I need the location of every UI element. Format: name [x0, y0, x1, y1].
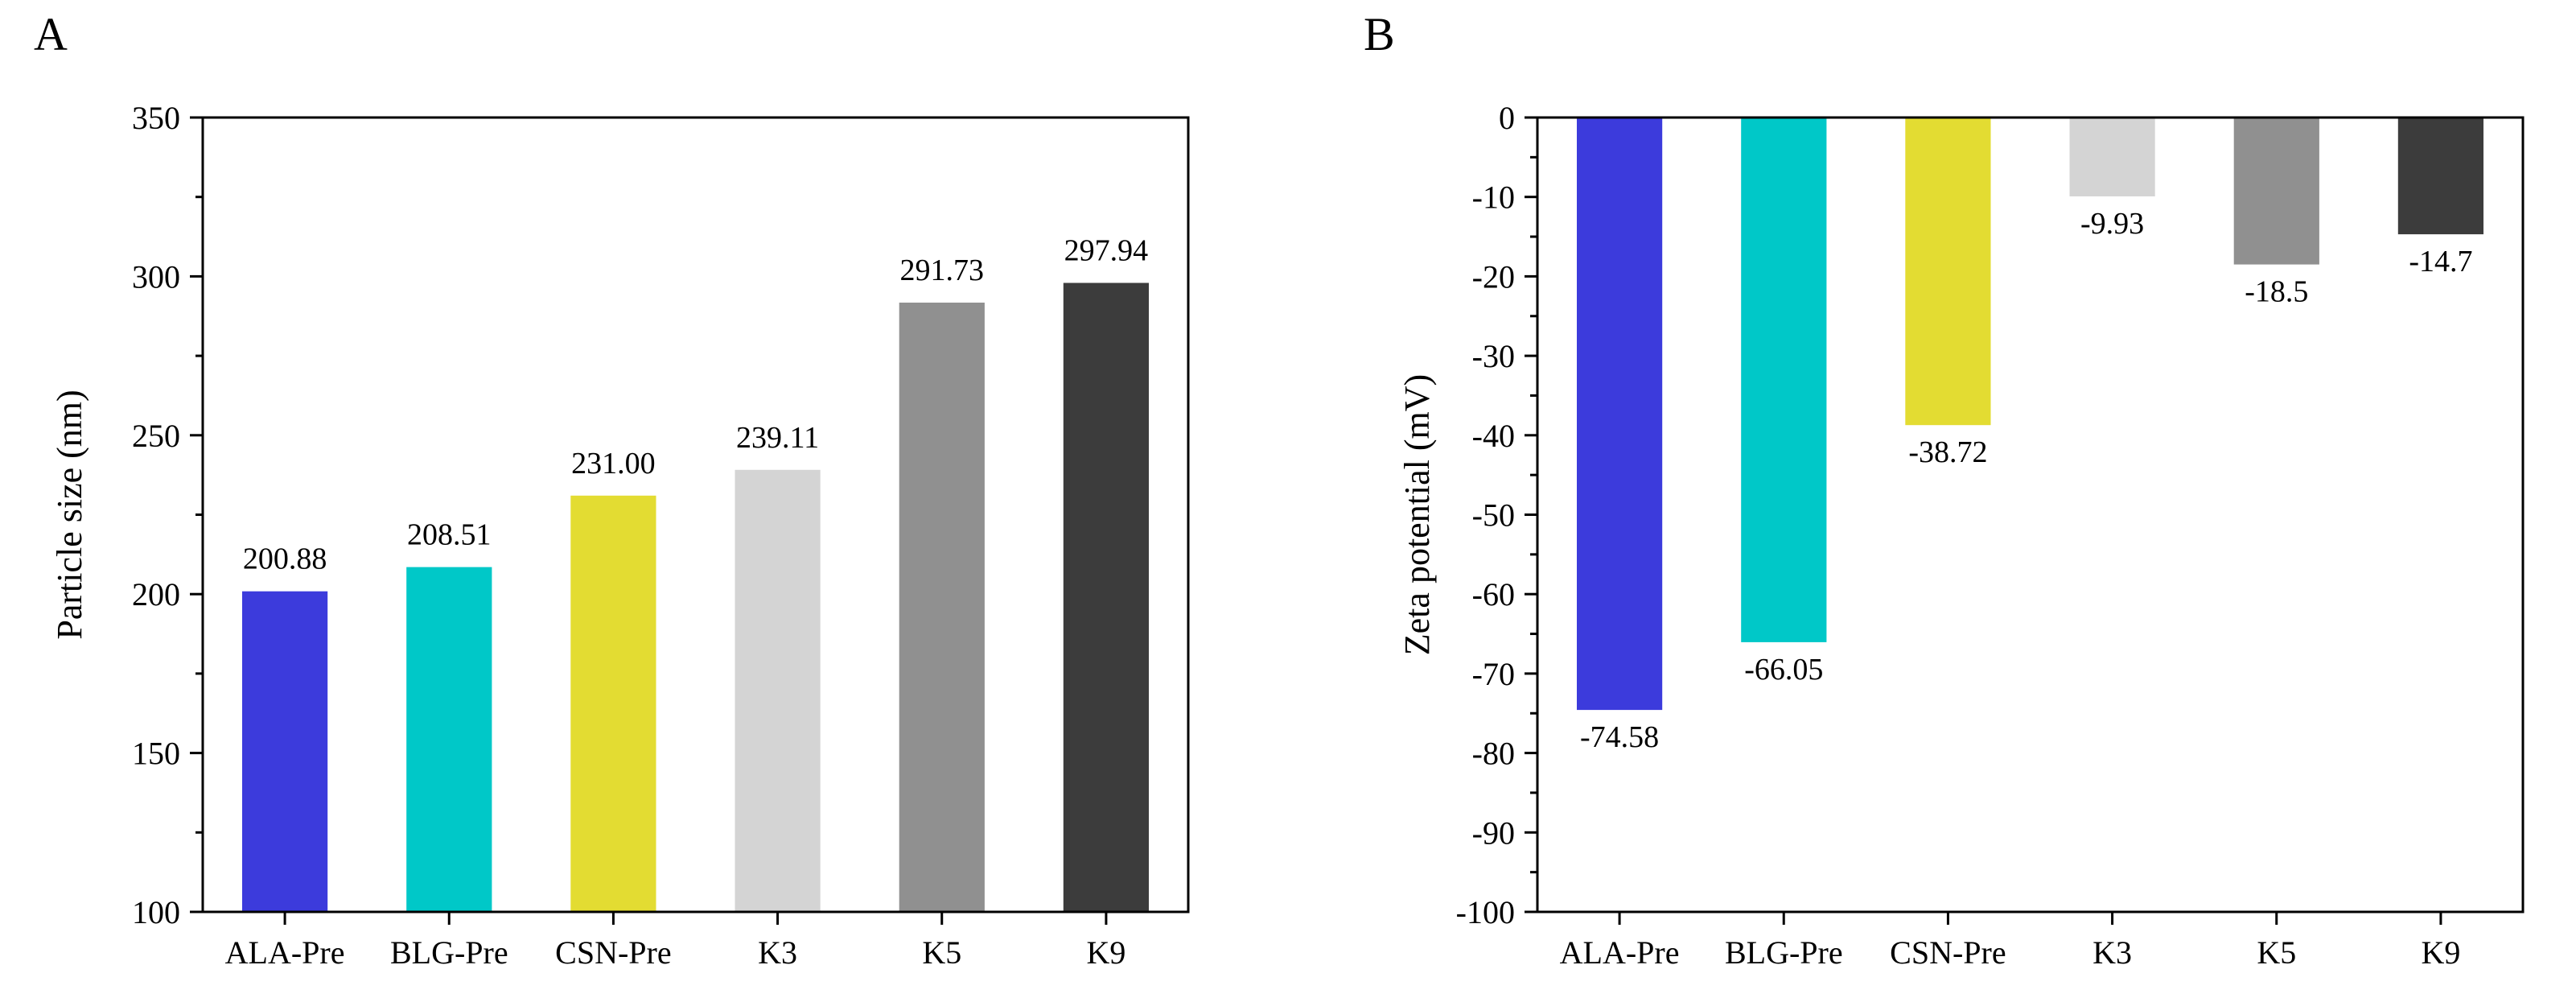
data-label-ala-pre: -74.58	[1580, 720, 1659, 754]
y-tick-label: -60	[1472, 576, 1515, 612]
x-tick-label-k5: K5	[2257, 934, 2296, 971]
y-tick-label: -10	[1472, 179, 1515, 216]
panel-letter-b: B	[1364, 8, 1395, 60]
data-label-k3: -9.93	[2080, 207, 2144, 241]
y-tick-label: -50	[1472, 497, 1515, 534]
panel-a: A 200.88 208.51 231.00 239.11 291.73 297.94 100…	[34, 8, 1190, 971]
x-tick-label-k3: K3	[758, 934, 797, 971]
data-label-k3: 239.11	[736, 421, 819, 455]
bar-blg-pre	[1741, 118, 1827, 642]
x-tick-label-k9: K9	[1086, 934, 1125, 971]
x-tick-label-blg-pre: BLG-Pre	[1725, 934, 1843, 971]
y-tick-label: 250	[132, 418, 180, 454]
y-axis-title: Particle size (nm)	[50, 390, 89, 639]
data-label-k9: -14.7	[2409, 245, 2472, 278]
y-tick-label: 150	[132, 736, 180, 772]
y-tick-label: -40	[1472, 418, 1515, 454]
y-tick-label: 0	[1499, 100, 1515, 136]
bar-k3	[2069, 118, 2155, 196]
x-tick-label-csn-pre: CSN-Pre	[1890, 934, 2006, 971]
data-label-csn-pre: -38.72	[1908, 435, 1987, 469]
panel-b: B-74.58-66.05-38.72-9.93-18.5-14.7-100-9…	[1364, 8, 2525, 971]
y-tick-label: -80	[1472, 736, 1515, 772]
plot-frame	[201, 116, 1190, 913]
bar-ala-pre	[242, 591, 328, 912]
plot-frame	[1536, 116, 2525, 913]
data-label-csn-pre: 231.00	[571, 447, 656, 480]
panel-letter-a: A	[34, 8, 68, 60]
y-tick-label: 200	[132, 576, 180, 612]
y-tick-label: -20	[1472, 258, 1515, 295]
x-tick-label-ala-pre: ALA-Pre	[1560, 934, 1680, 971]
x-tick-label-k5: K5	[922, 934, 961, 971]
y-axis-title: Zeta potential (mV)	[1397, 374, 1437, 655]
y-tick-label: -100	[1456, 894, 1515, 930]
x-tick-label-k3: K3	[2092, 934, 2132, 971]
bar-csn-pre	[1905, 118, 1991, 426]
data-label-k9: 297.94	[1064, 234, 1149, 268]
y-tick-label: 100	[132, 894, 180, 930]
x-tick-label-ala-pre: ALA-Pre	[225, 934, 345, 971]
data-label-ala-pre: 200.88	[243, 542, 327, 576]
bar-k9	[1063, 282, 1149, 912]
data-label-k5: -18.5	[2245, 275, 2308, 309]
bar-k9	[2397, 118, 2483, 235]
bar-k5	[899, 303, 985, 912]
data-label-blg-pre: 208.51	[407, 518, 492, 552]
y-tick-label: -90	[1472, 814, 1515, 851]
x-tick-label-blg-pre: BLG-Pre	[390, 934, 508, 971]
y-tick-label: -70	[1472, 656, 1515, 692]
bar-csn-pre	[570, 495, 656, 912]
x-tick-label-k9: K9	[2421, 934, 2460, 971]
y-tick-label: -30	[1472, 338, 1515, 374]
data-label-k5: 291.73	[900, 254, 985, 287]
data-label-blg-pre: -66.05	[1744, 653, 1823, 687]
bar-k3	[735, 469, 821, 912]
bar-k5	[2233, 118, 2319, 265]
bar-blg-pre	[406, 567, 492, 912]
y-tick-label: 300	[132, 258, 180, 295]
y-tick-label: 350	[132, 100, 180, 136]
bar-ala-pre	[1577, 118, 1663, 711]
x-tick-label-csn-pre: CSN-Pre	[555, 934, 671, 971]
